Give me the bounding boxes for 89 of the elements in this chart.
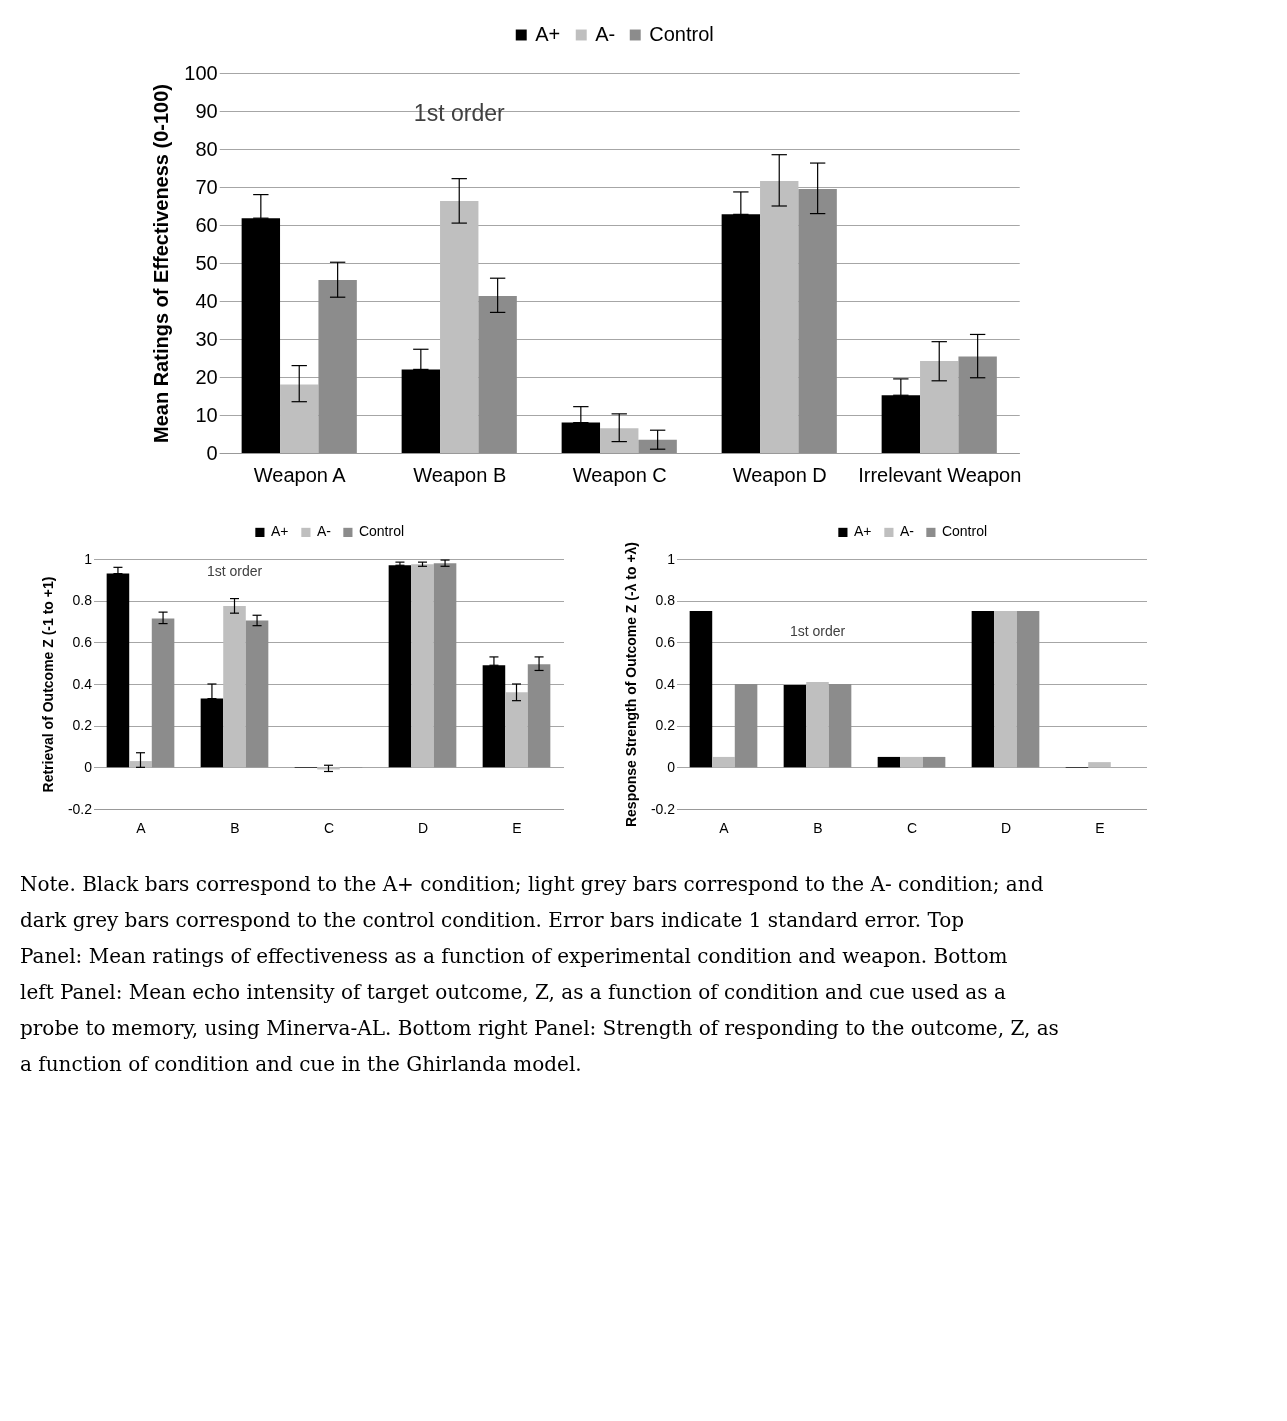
bar xyxy=(223,605,246,768)
annotation: 1st order xyxy=(413,100,505,127)
bar xyxy=(958,356,997,453)
annotation: 1st order xyxy=(206,563,263,579)
x-tick-label: A xyxy=(136,819,147,836)
bar xyxy=(411,564,434,768)
bar xyxy=(129,761,152,768)
y-tick-label: 0 xyxy=(667,758,676,775)
bar xyxy=(600,428,639,453)
x-tick-label: E xyxy=(1095,819,1105,836)
y-tick-label: 1 xyxy=(667,550,676,567)
x-tick-label: Weapon D xyxy=(732,463,827,486)
bar xyxy=(806,681,829,768)
bar xyxy=(798,188,837,453)
bar xyxy=(760,180,799,453)
y-tick-label: 0.4 xyxy=(655,675,676,692)
x-tick-label: B xyxy=(230,819,240,836)
y-tick-label: 60 xyxy=(195,213,218,236)
y-tick-label: 50 xyxy=(195,251,218,274)
y-tick-label: 1 xyxy=(84,550,93,567)
bar xyxy=(638,439,677,453)
legend-label: A- xyxy=(316,523,332,540)
bar xyxy=(734,684,758,768)
y-tick-label: 80 xyxy=(195,137,218,160)
legend-label: A+ xyxy=(535,23,561,45)
bar xyxy=(440,201,479,453)
text: Note. Black bars correspond to the A+ condition; light grey bars correspond to the A- condition; and dark grey bars correspond to the control condition. Error bars indicate 1 standard error. Top Panel: Mean ratings of effectiveness as a function of experimental condition and weapon. Bottom left Panel: Mean echo intensity of target outcome, Z, as a function of condition and cue used as a probe to memory, using Minerva-AL. Bottom right Panel: Strength of responding to the outcome, Z, as a function of condition and cue in the Ghirlanda model. xyxy=(20,872,1059,1076)
y-tick-label: 90 xyxy=(195,99,218,122)
y-tick-label: 100 xyxy=(184,61,218,84)
y-tick-label: 10 xyxy=(195,403,218,426)
x-tick-label: D xyxy=(417,819,429,836)
y-tick-label: 70 xyxy=(195,175,218,198)
bar xyxy=(922,756,946,768)
x-tick-label: A xyxy=(719,819,730,836)
y-tick-label: 30 xyxy=(195,327,218,350)
bar xyxy=(689,611,713,768)
y-tick-label: -0.2 xyxy=(650,800,676,817)
x-tick-label: C xyxy=(906,819,918,836)
legend-label: A+ xyxy=(270,523,289,540)
bar xyxy=(318,280,357,453)
annotation: 1st order xyxy=(789,623,846,639)
x-tick-label: E xyxy=(512,819,522,836)
bar xyxy=(900,756,923,768)
y-tick-label: 0.2 xyxy=(72,717,93,734)
y-tick-label: 0.6 xyxy=(72,633,93,650)
y-axis-title: Mean Ratings of Effectiveness (0-100) xyxy=(150,84,173,443)
legend-label: A- xyxy=(899,523,915,540)
y-tick-label: 0.8 xyxy=(655,592,676,609)
y-axis-title: Retrieval of Outcome Z (-1 to +1) xyxy=(39,576,56,793)
bar xyxy=(280,384,319,453)
bar xyxy=(1088,762,1111,768)
bar xyxy=(151,618,175,768)
bar xyxy=(994,611,1017,768)
x-tick-label: B xyxy=(813,819,823,836)
y-tick-label: 0 xyxy=(84,758,93,775)
legend-label: Control xyxy=(649,23,714,45)
y-tick-label: 0.2 xyxy=(655,717,676,734)
bar xyxy=(828,684,852,768)
bar xyxy=(317,767,340,770)
y-tick-label: 0.6 xyxy=(655,633,676,650)
bar xyxy=(1016,611,1040,768)
bar xyxy=(478,296,517,453)
y-tick-label: 40 xyxy=(195,289,218,312)
bar xyxy=(527,664,551,768)
y-tick-label: 0.4 xyxy=(72,675,93,692)
x-tick-label: D xyxy=(1000,819,1012,836)
y-tick-label: -0.2 xyxy=(67,800,93,817)
x-tick-label: Weapon C xyxy=(572,463,667,486)
x-tick-label: Irrelevant Weapon xyxy=(858,463,1022,486)
legend-label: A+ xyxy=(853,523,872,540)
bar xyxy=(712,756,735,768)
y-tick-label: 0.8 xyxy=(72,592,93,609)
x-tick-label: Weapon B xyxy=(413,463,507,486)
bar xyxy=(388,565,412,768)
bar xyxy=(971,611,995,768)
y-axis-title: Response Strength of Outcome Z (-λ to +λ) xyxy=(622,541,639,828)
legend-label: Control xyxy=(358,523,405,540)
bar xyxy=(877,756,901,768)
bar xyxy=(245,620,269,768)
x-tick-label: C xyxy=(323,819,335,836)
y-tick-label: 20 xyxy=(195,365,218,388)
bar xyxy=(505,692,528,768)
bar xyxy=(920,361,959,453)
bar xyxy=(433,563,457,768)
legend-label: Control xyxy=(941,523,988,540)
bar xyxy=(783,685,807,768)
x-tick-label: Weapon A xyxy=(253,463,347,486)
y-tick-label: 0 xyxy=(206,441,218,464)
legend-label: A- xyxy=(595,23,616,45)
